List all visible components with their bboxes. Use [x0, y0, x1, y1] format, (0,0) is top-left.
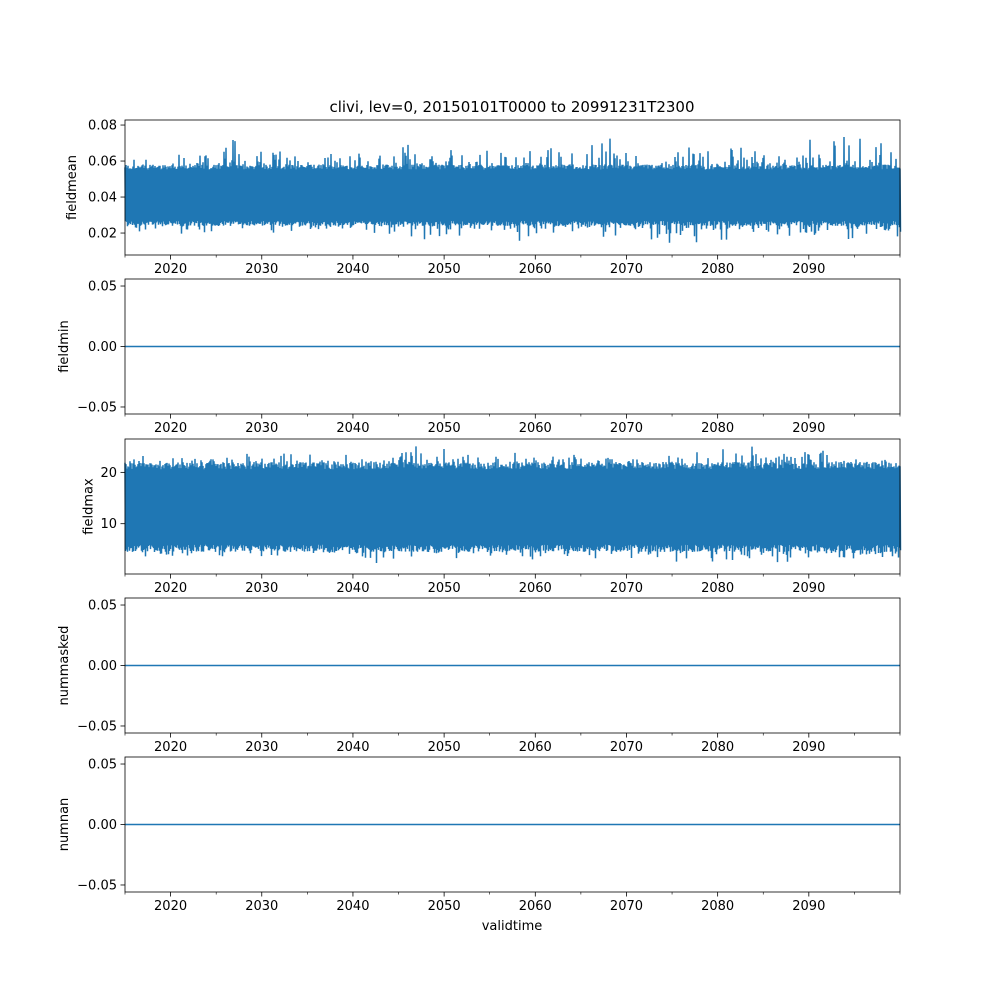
y-tick-label: 0.00	[88, 818, 117, 833]
x-tick-label: 2050	[428, 581, 461, 596]
y-tick-label: 0.08	[88, 119, 117, 134]
x-tick-label: 2060	[519, 740, 552, 755]
x-tick-label: 2050	[428, 740, 461, 755]
x-tick-label: 2070	[610, 421, 643, 436]
x-tick-label: 2030	[245, 581, 278, 596]
x-tick-label: 2090	[792, 740, 825, 755]
x-tick-label: 2070	[610, 262, 643, 277]
chart-title: clivi, lev=0, 20150101T0000 to 20991231T…	[329, 98, 694, 116]
x-tick-label: 2020	[154, 740, 187, 755]
x-tick-label: 2080	[701, 262, 734, 277]
x-tick-label: 2060	[519, 262, 552, 277]
x-tick-label: 2040	[336, 421, 369, 436]
x-tick-label: 2090	[792, 899, 825, 914]
x-tick-label: 2020	[154, 421, 187, 436]
x-tick-label: 2040	[336, 581, 369, 596]
x-tick-label: 2060	[519, 581, 552, 596]
x-tick-label: 2060	[519, 421, 552, 436]
x-tick-label: 2070	[610, 581, 643, 596]
y-tick-label: 0.04	[88, 191, 117, 206]
x-tick-label: 2040	[336, 899, 369, 914]
x-tick-label: 2020	[154, 262, 187, 277]
x-tick-label: 2030	[245, 421, 278, 436]
y-tick-label: −0.05	[77, 878, 117, 893]
x-tick-label: 2090	[792, 421, 825, 436]
x-tick-label: 2020	[154, 899, 187, 914]
x-tick-label: 2080	[701, 899, 734, 914]
x-tick-label: 2050	[428, 262, 461, 277]
y-axis-label: nummasked	[57, 626, 72, 706]
x-tick-label: 2060	[519, 899, 552, 914]
y-tick-label: 0.00	[88, 340, 117, 355]
series-line-fieldmax	[124, 446, 902, 564]
x-tick-label: 2030	[245, 740, 278, 755]
y-axis-label: fieldmax	[82, 478, 97, 535]
x-tick-label: 2090	[792, 581, 825, 596]
series-line-fieldmean	[124, 136, 902, 243]
x-tick-label: 2080	[701, 740, 734, 755]
x-tick-label: 2020	[154, 581, 187, 596]
y-tick-label: 0.00	[88, 659, 117, 674]
y-tick-label: −0.05	[77, 719, 117, 734]
x-tick-label: 2050	[428, 421, 461, 436]
axes-frame-fieldmax	[124, 438, 901, 575]
y-axis-label: fieldmin	[57, 320, 72, 373]
y-tick-label: 0.05	[88, 758, 117, 773]
x-tick-label: 2040	[336, 740, 369, 755]
y-axis-label: fieldmean	[65, 155, 80, 220]
x-tick-label: 2050	[428, 899, 461, 914]
x-tick-label: 2070	[610, 740, 643, 755]
x-axis-label: validtime	[482, 919, 543, 934]
x-tick-label: 2040	[336, 262, 369, 277]
x-tick-label: 2070	[610, 899, 643, 914]
x-tick-label: 2080	[701, 581, 734, 596]
y-tick-label: 10	[100, 517, 117, 532]
y-tick-label: 0.05	[88, 599, 117, 614]
x-tick-label: 2080	[701, 421, 734, 436]
x-tick-label: 2030	[245, 899, 278, 914]
x-tick-label: 2030	[245, 262, 278, 277]
y-tick-label: 0.06	[88, 155, 117, 170]
x-tick-label: 2090	[792, 262, 825, 277]
axes-frame-fieldmean	[124, 119, 901, 256]
y-axis-label: numnan	[57, 798, 72, 852]
y-tick-label: −0.05	[77, 400, 117, 415]
y-tick-label: 0.05	[88, 280, 117, 295]
y-tick-label: 20	[100, 466, 117, 481]
y-tick-label: 0.02	[88, 227, 117, 242]
